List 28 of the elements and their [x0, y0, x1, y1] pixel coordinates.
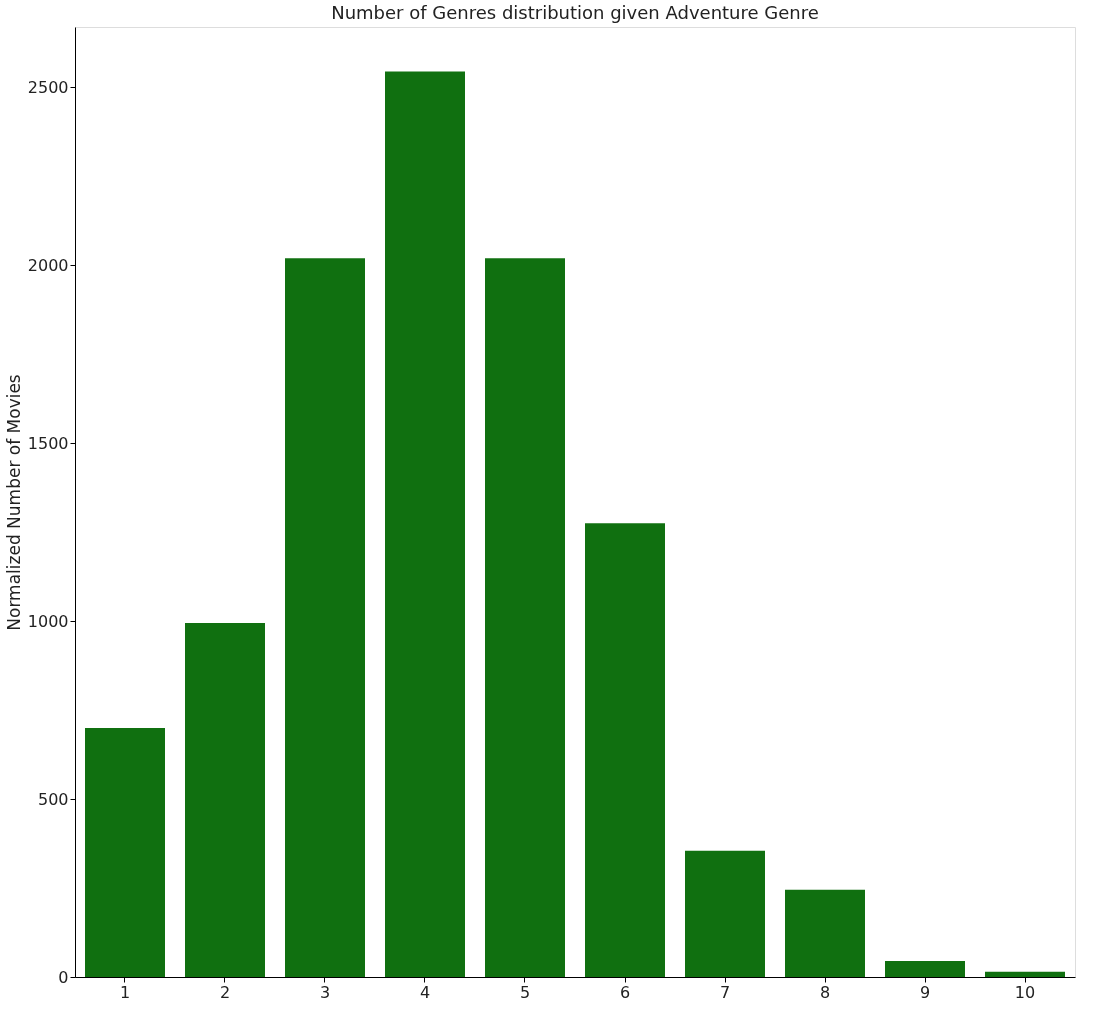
- bar: [285, 258, 365, 977]
- x-tick-label: 1: [119, 982, 131, 1002]
- bar: [985, 971, 1065, 977]
- chart-title: Number of Genres distribution given Adventure Genre: [331, 2, 819, 23]
- bar: [185, 622, 265, 977]
- x-tick-label: 8: [819, 982, 831, 1002]
- y-tick-label: 1000: [27, 611, 69, 631]
- bar: [585, 523, 665, 977]
- y-tick-label: 1500: [27, 433, 69, 453]
- y-tick-label: 2000: [27, 255, 69, 275]
- x-tick-label: 7: [719, 982, 731, 1002]
- x-tick-label: 4: [419, 982, 431, 1002]
- y-tick-label: 0: [58, 967, 69, 987]
- bar: [85, 727, 165, 977]
- x-tick-label: 9: [919, 982, 931, 1002]
- y-tick-label: 2500: [27, 77, 69, 97]
- x-tick-label: 3: [319, 982, 331, 1002]
- x-tick-label: 6: [619, 982, 631, 1002]
- bar: [385, 71, 465, 977]
- bar: [685, 850, 765, 977]
- x-tick-label: 5: [519, 982, 531, 1002]
- bar: [885, 960, 965, 977]
- x-tick-label: 10: [1014, 982, 1036, 1002]
- bar: [485, 258, 565, 977]
- x-tick-label: 2: [219, 982, 231, 1002]
- y-axis-title: Normalized Number of Movies: [3, 374, 24, 631]
- bar: [785, 889, 865, 977]
- y-tick-label: 500: [37, 789, 69, 809]
